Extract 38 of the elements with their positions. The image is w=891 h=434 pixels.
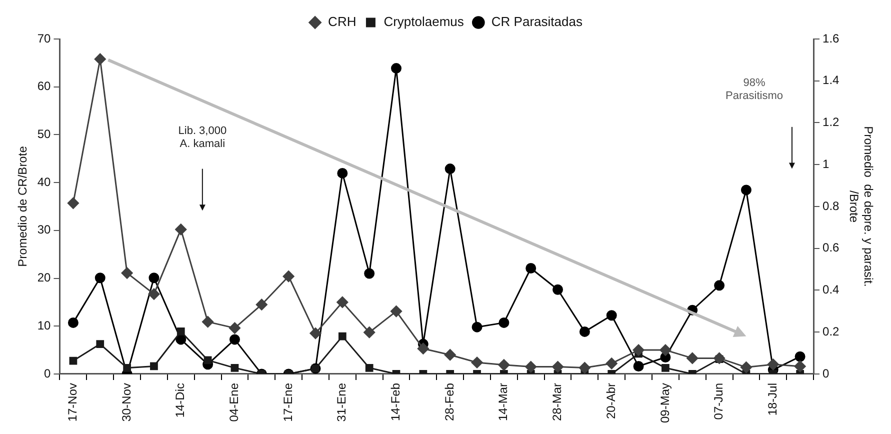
y-tick-label: 70 — [37, 31, 52, 46]
legend-label: Cryptolaemus — [384, 14, 464, 30]
y2-tick-label: 0.4 — [822, 282, 840, 297]
x-tick-label: 28-Mar — [550, 382, 564, 421]
y2-tick-label: 0.2 — [822, 324, 840, 338]
y2-tick-label: 1.2 — [822, 115, 840, 130]
x-tick-label: 31-Ene — [334, 382, 349, 422]
y2-axis-title: Promedio de depre. y parasit. /Brote — [847, 126, 876, 287]
x-tick-label: 30-Nov — [119, 382, 134, 422]
x-tick-label: 09-May — [658, 382, 672, 423]
x-tick-label: 14-Mar — [496, 382, 510, 421]
y-tick-label: 0 — [44, 366, 52, 380]
x-tick-label: 07-Jun — [712, 382, 726, 420]
annotation: 98% Parasitismo — [726, 76, 784, 102]
y-tick-label: 40 — [37, 174, 52, 189]
y-tick-label: 60 — [37, 79, 52, 94]
y-tick-label: 10 — [37, 318, 52, 332]
annotation: Lib. 3,000 A. kamali — [178, 124, 227, 150]
y-tick-label: 30 — [37, 222, 52, 237]
legend-label: CR Parasitadas — [491, 14, 583, 30]
legend-label: CRH — [328, 14, 356, 30]
x-tick-label: 28-Feb — [442, 382, 456, 422]
y2-tick-label: 0.6 — [822, 240, 840, 255]
y2-tick-label: 0 — [822, 366, 830, 380]
x-tick-label: 14-Dic — [173, 382, 188, 418]
x-tick-label: 17-Nov — [66, 382, 80, 422]
x-tick-label: 18-Jul — [765, 382, 780, 416]
x-tick-label: 17-Ene — [280, 382, 295, 422]
y-axis-title: Promedio de CR/Brote — [16, 146, 30, 267]
y-tick-label: 50 — [37, 127, 52, 142]
y2-tick-label: 1.4 — [822, 73, 840, 88]
y2-tick-label: 1.6 — [822, 31, 840, 46]
y2-tick-label: 0.8 — [822, 198, 840, 213]
x-tick-label: 04-Ene — [227, 382, 242, 422]
y2-tick-label: 1 — [822, 156, 830, 171]
x-tick-label: 20-Abr — [604, 382, 618, 420]
x-tick-label: 14-Feb — [388, 382, 403, 422]
y-tick-label: 20 — [37, 270, 52, 285]
